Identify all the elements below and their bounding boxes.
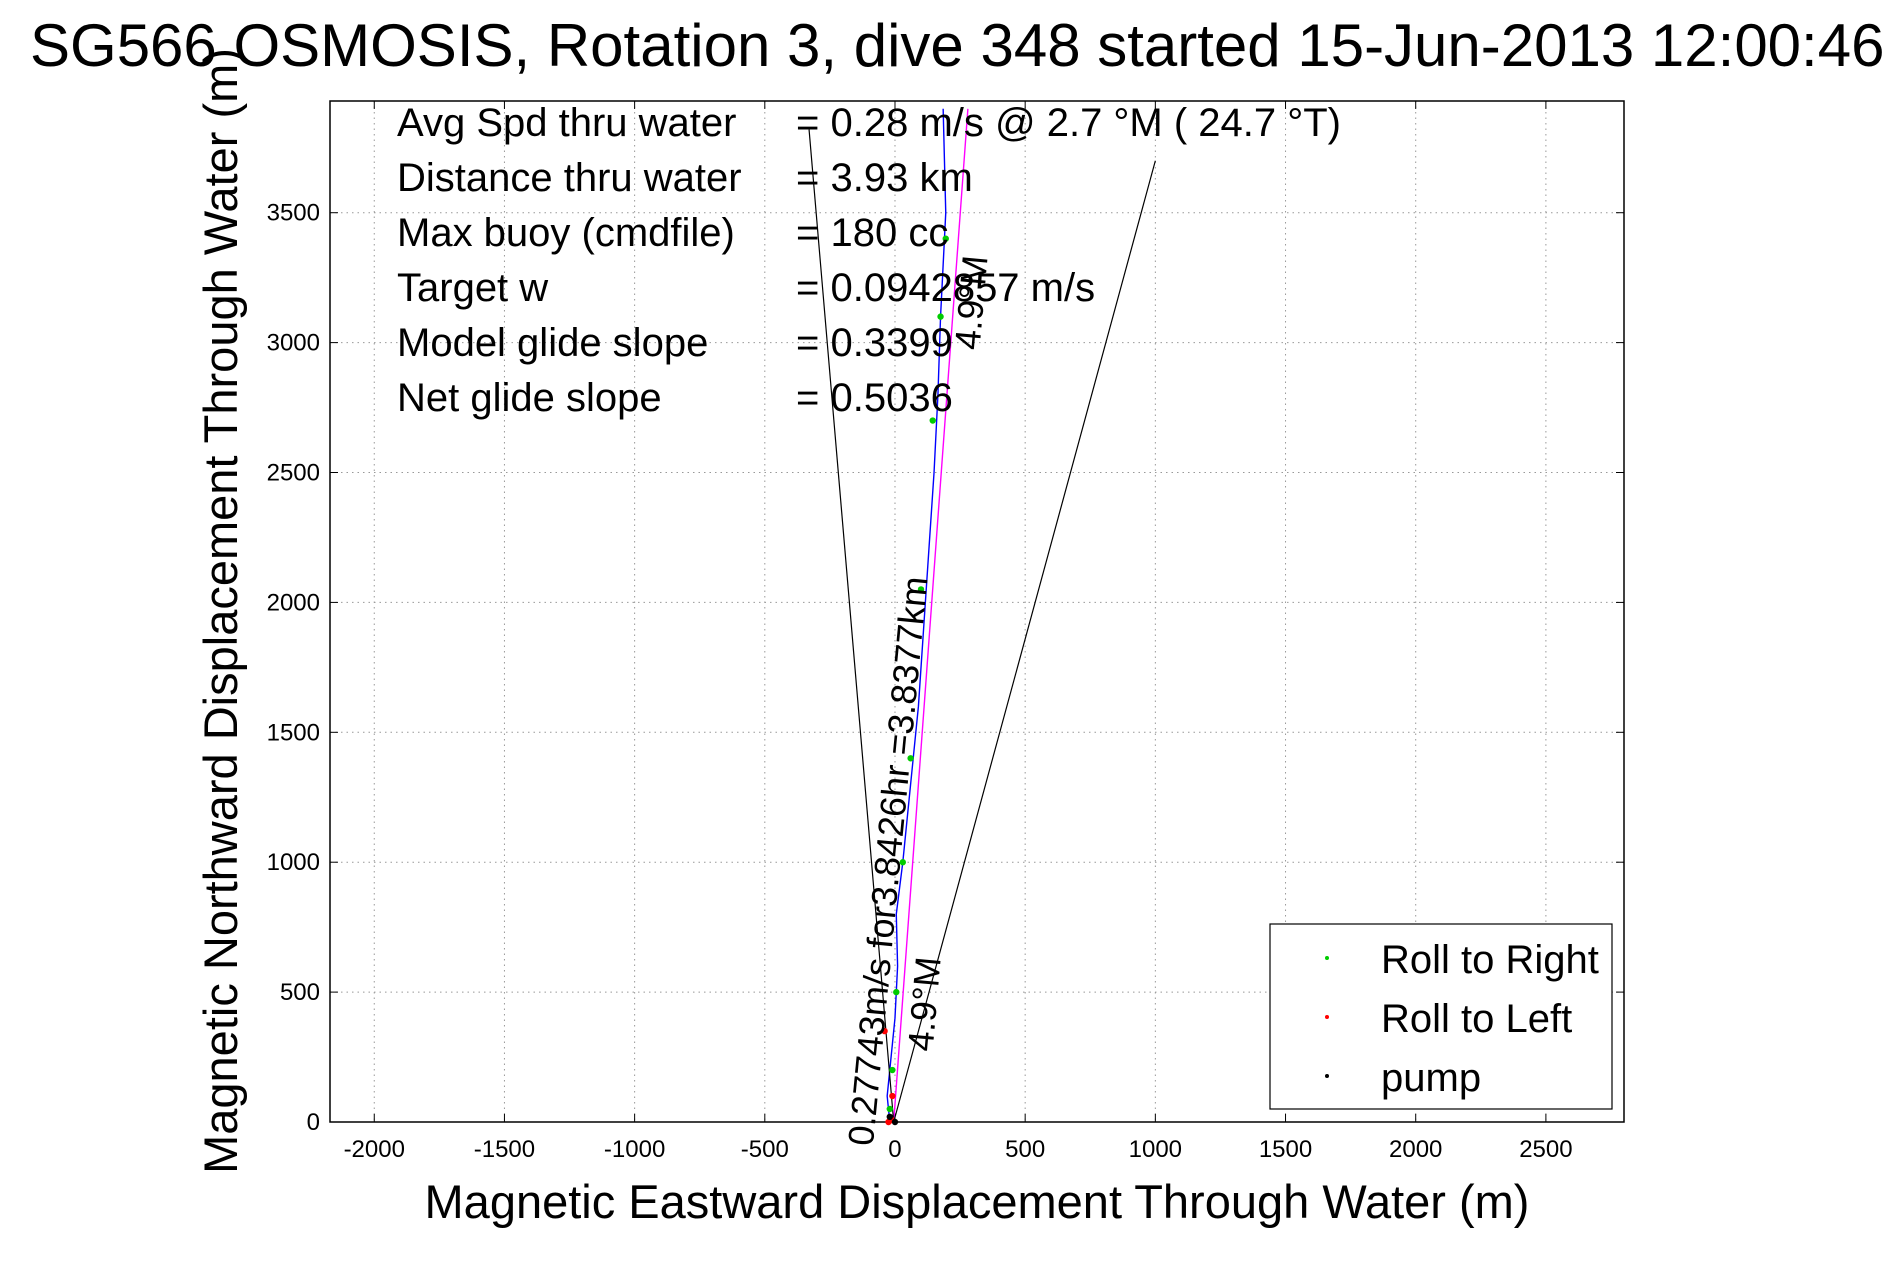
stat-value: = 180 cc — [796, 211, 948, 255]
x-tick-label: 500 — [1005, 1136, 1045, 1163]
roll-to-right-point — [886, 1105, 893, 1113]
roll-to-right-point — [942, 235, 949, 242]
chart-title: SG566 OSMOSIS, Rotation 3, dive 348 star… — [30, 12, 1884, 79]
stat-value: = 3.93 km — [796, 156, 973, 200]
roll-to-right-point — [907, 755, 914, 762]
x-tick-label: 1000 — [1129, 1136, 1182, 1163]
series-points — [881, 235, 949, 1126]
roll-to-right-point — [917, 586, 925, 593]
legend-label: Roll to Left — [1381, 997, 1572, 1041]
x-tick-label: 1500 — [1259, 1136, 1312, 1163]
stat-label: Net glide slope — [397, 376, 662, 420]
y-tick-label: 500 — [280, 979, 320, 1006]
y-axis-ticks: 0 500 1000 1500 2000 2500 3000 3500 — [267, 200, 1624, 1136]
x-tick-label: -2000 — [344, 1136, 405, 1163]
roll-to-right-point — [929, 417, 936, 424]
stat-label: Distance thru water — [397, 156, 742, 200]
x-axis-ticks: -2000 -1500 -1000 -500 0 500 1000 1500 2000 2500 — [344, 101, 1573, 1163]
stat-label: Model glide slope — [397, 321, 708, 365]
legend-label: Roll to Right — [1381, 938, 1599, 982]
x-tick-label: -1000 — [604, 1136, 665, 1163]
stat-label: Max buoy (cmdfile) — [397, 211, 735, 255]
legend-marker — [1325, 1074, 1329, 1078]
stats-block: Avg Spd thru water = 0.28 m/s @ 2.7 °M ( … — [397, 101, 1341, 420]
x-tick-label: 2000 — [1389, 1136, 1442, 1163]
y-tick-label: 3000 — [267, 330, 320, 357]
y-tick-label: 1000 — [267, 849, 320, 876]
pump-point — [891, 1118, 899, 1126]
roll-to-left-point — [889, 1092, 896, 1100]
y-tick-label: 3500 — [267, 200, 320, 227]
ray-line — [808, 129, 895, 1123]
x-axis-label: Magnetic Eastward Displacement Through W… — [425, 1175, 1530, 1228]
y-tick-label: 2000 — [267, 589, 320, 616]
stat-label: Target w — [397, 266, 548, 310]
stat-value: = 0.5036 — [796, 376, 953, 420]
roll-to-right-point — [889, 1066, 896, 1074]
legend-marker — [1325, 1015, 1329, 1019]
y-tick-label: 0 — [307, 1109, 320, 1136]
stat-value: = 0.3399 — [796, 321, 953, 365]
y-axis-label: Magnetic Northward Displacement Through … — [194, 48, 247, 1174]
roll-to-right-point — [893, 988, 900, 996]
plot-frame — [329, 100, 1625, 1123]
rotated-annotation: 4.9°M — [900, 955, 949, 1053]
y-tick-label: 1500 — [267, 719, 320, 746]
x-tick-label: 2500 — [1519, 1136, 1572, 1163]
x-tick-label: -1500 — [474, 1136, 535, 1163]
ray-line — [893, 160, 1156, 1123]
stat-value: = 0.0942857 m/s — [796, 266, 1095, 310]
legend-label: pump — [1381, 1056, 1481, 1100]
legend: Roll to Right Roll to Left pump — [1269, 923, 1613, 1110]
model-track-line — [892, 108, 969, 1123]
x-tick-label: -500 — [741, 1136, 789, 1163]
stat-label: Avg Spd thru water — [397, 101, 736, 145]
legend-marker — [1325, 956, 1329, 960]
rotated-annotation: 4.9°M — [947, 254, 996, 352]
x-tick-label: 0 — [888, 1136, 901, 1163]
roll-to-left-point — [881, 1027, 888, 1035]
roll-to-right-point — [899, 859, 906, 866]
pump-point — [886, 1113, 893, 1121]
y-tick-label: 2500 — [267, 460, 320, 487]
stat-value: = 0.28 m/s @ 2.7 °M ( 24.7 °T) — [796, 101, 1341, 145]
roll-to-right-point — [937, 313, 944, 320]
